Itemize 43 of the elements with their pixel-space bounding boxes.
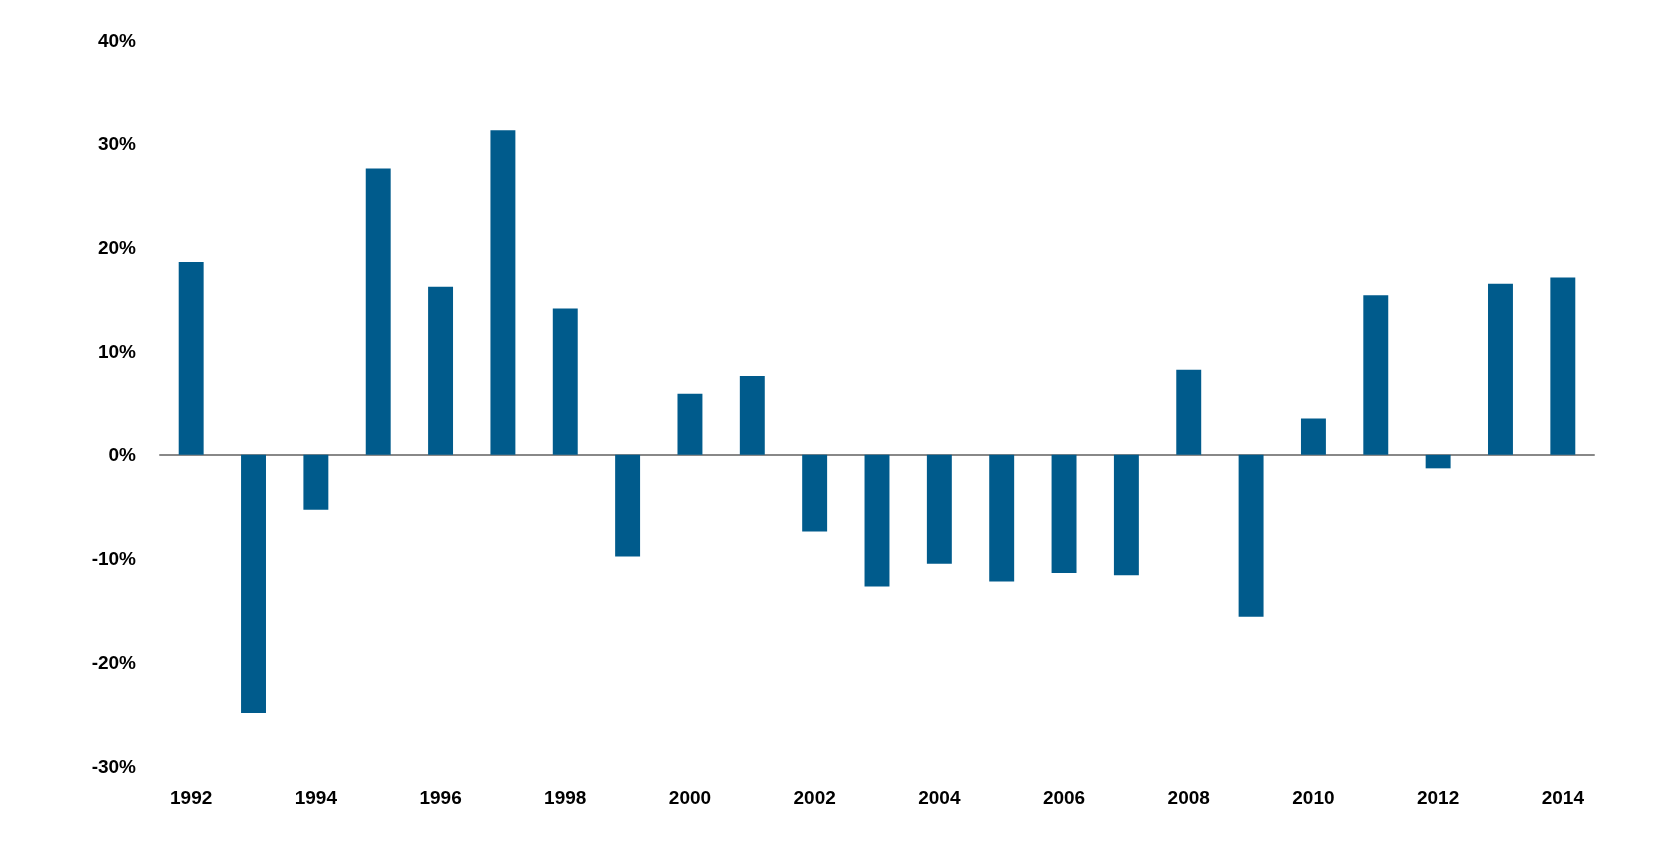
bar	[615, 454, 641, 557]
x-tick-label: 2010	[1292, 787, 1335, 808]
bar	[428, 286, 454, 455]
bar	[739, 376, 765, 455]
bar	[802, 454, 828, 532]
x-tick-label: 2012	[1416, 787, 1460, 808]
bar	[1051, 454, 1077, 574]
bar	[1113, 454, 1139, 576]
bar	[241, 454, 266, 714]
bar	[552, 308, 578, 455]
bar	[989, 454, 1015, 582]
bar	[1425, 454, 1451, 469]
y-tick-label: 20%	[97, 236, 137, 258]
bar	[365, 168, 391, 455]
x-tick-label: 2014	[1541, 787, 1585, 808]
bar	[1300, 418, 1326, 455]
x-tick-label: 2006	[1042, 787, 1086, 808]
x-tick-label: 1994	[294, 787, 338, 808]
bar	[1488, 283, 1513, 455]
x-tick-label: 2002	[793, 787, 836, 808]
bar	[926, 454, 952, 564]
y-tick-label: 40%	[97, 29, 137, 51]
bar	[1176, 369, 1202, 455]
bar	[1550, 277, 1576, 455]
bar	[677, 393, 703, 455]
x-tick-label: 1998	[544, 787, 587, 808]
bar	[1238, 454, 1264, 617]
y-tick-label: 10%	[97, 340, 137, 362]
bar	[1363, 295, 1389, 455]
x-tick-label: 1992	[170, 787, 213, 808]
y-tick-label: 0%	[108, 444, 137, 466]
bar	[490, 130, 516, 455]
x-tick-label: 2004	[918, 787, 961, 808]
y-tick-label: -30%	[91, 755, 137, 777]
y-tick-label: -20%	[91, 651, 137, 673]
x-tick-label: 2000	[668, 787, 712, 808]
bar	[303, 454, 329, 510]
y-tick-label: 30%	[97, 133, 137, 155]
x-tick-label: 2008	[1167, 787, 1210, 808]
bar	[178, 261, 204, 455]
bar	[864, 454, 890, 587]
x-tick-label: 1996	[419, 787, 462, 808]
y-tick-label: -10%	[91, 548, 137, 570]
